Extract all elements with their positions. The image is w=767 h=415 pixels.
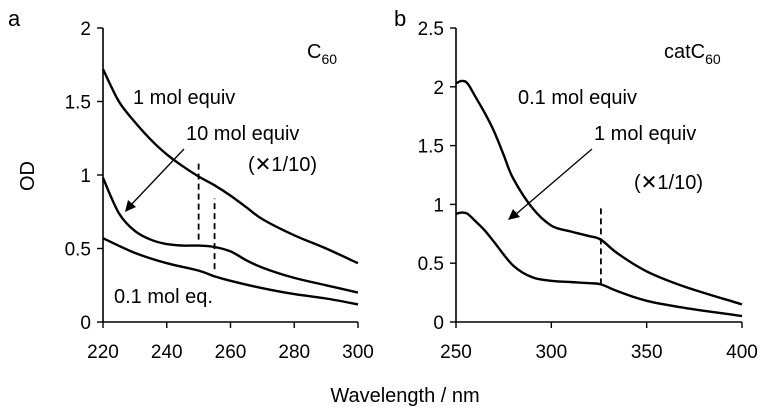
series-line-b-1 — [455, 211, 743, 318]
x-tick-label: 220 — [87, 342, 119, 363]
y-tick-label: 0 — [80, 313, 91, 334]
y-tick-label: 2 — [433, 78, 444, 99]
y-tick-label: 0.5 — [418, 254, 444, 275]
x-ticks-b: 250 300 350 400 — [440, 322, 758, 363]
curves-a — [101, 68, 359, 306]
dashes-a — [197, 163, 216, 270]
y-tick-label: 0.5 — [65, 240, 91, 261]
annotation-x1-10-b: (✕1/10) — [634, 172, 703, 194]
y-ticks-a: 0 0.5 1 1.5 2 — [65, 19, 103, 334]
annotation-1-mol-equiv-b: 1 mol equiv — [594, 123, 696, 145]
annotation-arrowhead-a — [125, 200, 136, 212]
x-tick-label: 250 — [440, 342, 472, 363]
x-tick-label: 240 — [151, 342, 183, 363]
x-tick-label: 400 — [726, 342, 758, 363]
y-tick-label: 2 — [80, 19, 91, 40]
annotation-arrow-a — [129, 148, 185, 207]
y-ticks-b: 0 0.5 1 1.5 2 2.5 — [418, 19, 456, 334]
annotation-0-1-mol-eq-a: 0.1 mol eq. — [114, 286, 213, 308]
series-line-a-2 — [102, 237, 359, 306]
x-ticks-a: 220 240 260 280 300 — [87, 322, 374, 363]
x-tick-label: 300 — [535, 342, 567, 363]
y-tick-label: 1 — [80, 166, 91, 187]
y-tick-label: 1.5 — [418, 137, 444, 158]
annotation-arrow-b — [514, 148, 593, 216]
y-axis-label: OD — [17, 161, 39, 191]
x-tick-label: 280 — [278, 342, 310, 363]
axes-a — [102, 28, 358, 323]
annotation-0-1-mol-equiv-b: 0.1 mol equiv — [518, 87, 637, 109]
curves-b — [455, 79, 743, 318]
x-tick-label: 350 — [631, 342, 663, 363]
x-tick-label: 300 — [342, 342, 374, 363]
x-axis-label: Wavelength / nm — [330, 385, 479, 407]
annotation-1-mol-equiv-a: 1 mol equiv — [133, 87, 235, 109]
x-tick-label: 260 — [215, 342, 247, 363]
y-tick-label: 2.5 — [418, 19, 444, 40]
y-tick-label: 1.5 — [65, 93, 91, 114]
panel-a: a C60 0 0.5 1 1.5 2 220 240 260 280 300 1 mol eq… — [8, 6, 374, 363]
y-tick-label: 0 — [433, 313, 444, 334]
panel-label-b: b — [394, 6, 406, 31]
series-line-a-1 — [101, 177, 359, 294]
annotation-x1-10-a: (✕1/10) — [248, 154, 317, 176]
panel-label-a: a — [8, 6, 21, 31]
panel-b: b catC60 0 0.5 1 1.5 2 2.5 250 300 350 400 0.1 m… — [394, 6, 758, 363]
annotation-10-mol-equiv-a: 10 mol equiv — [186, 123, 299, 145]
series-line-b-0 — [455, 79, 743, 306]
y-tick-label: 1 — [433, 195, 444, 216]
compound-label-a: C60 — [307, 41, 337, 67]
annotation-arrowhead-b — [508, 209, 520, 220]
series-line-a-0 — [101, 68, 359, 265]
compound-label-b: catC60 — [664, 41, 721, 67]
